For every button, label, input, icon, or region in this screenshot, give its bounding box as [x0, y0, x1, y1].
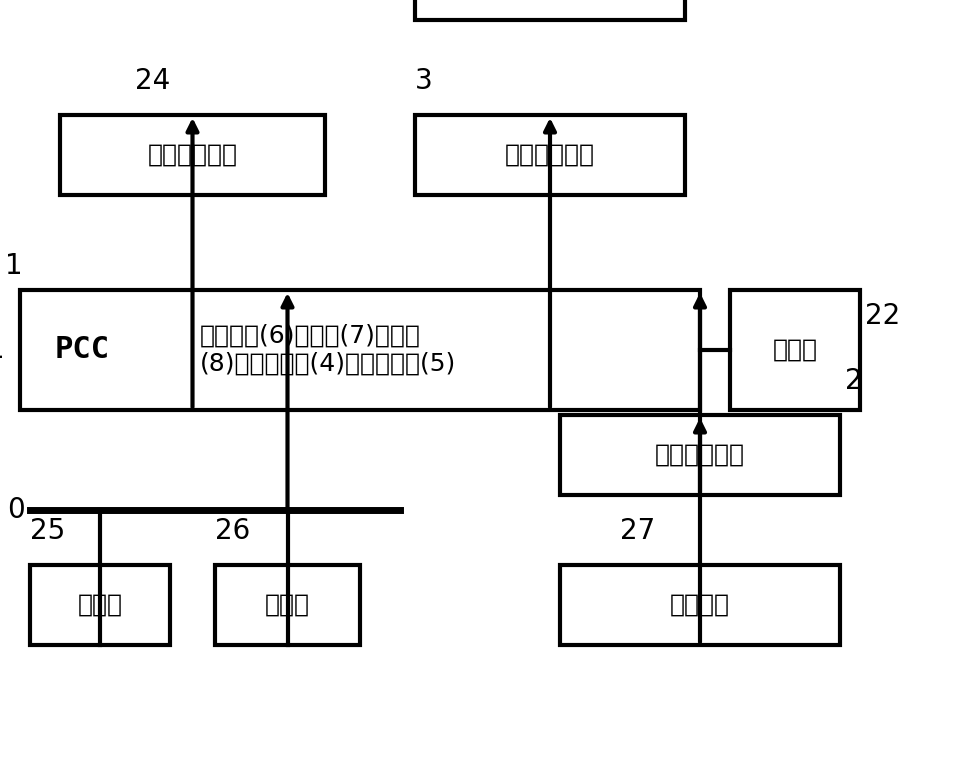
Text: 输入信号: 输入信号 [670, 593, 730, 617]
Text: 触摸屏: 触摸屏 [772, 338, 817, 362]
Text: 0: 0 [8, 496, 25, 524]
Text: PCC: PCC [55, 335, 110, 364]
Bar [60, 115, 325, 195]
Text: 通信机: 通信机 [265, 593, 310, 617]
Text: 上位机: 上位机 [78, 593, 122, 617]
Bar [415, 115, 685, 195]
Text: 27: 27 [620, 517, 656, 545]
Text: 24: 24 [135, 67, 170, 95]
Bar [215, 565, 360, 645]
Text: 26: 26 [215, 517, 250, 545]
Text: 1: 1 [5, 252, 23, 280]
Text: 22: 22 [865, 302, 901, 330]
Text: 动磁调节(6)、调速(7)、同期
(8)、顺序控制(4)、水机保护(5): 动磁调节(6)、调速(7)、同期 (8)、顺序控制(4)、水机保护(5) [200, 324, 456, 376]
Text: 其它智能设备: 其它智能设备 [147, 143, 237, 167]
Bar [730, 290, 860, 410]
Text: 输出信号调理: 输出信号调理 [505, 143, 595, 167]
Bar [560, 415, 840, 495]
Text: 25: 25 [30, 517, 65, 545]
Text: 1: 1 [0, 336, 5, 364]
Text: 3: 3 [415, 67, 433, 95]
Bar [20, 290, 700, 410]
Bar [30, 565, 170, 645]
Text: 2: 2 [845, 367, 862, 395]
Bar [560, 565, 840, 645]
Text: 输入信号调理: 输入信号调理 [655, 443, 745, 467]
Bar [415, 0, 685, 20]
